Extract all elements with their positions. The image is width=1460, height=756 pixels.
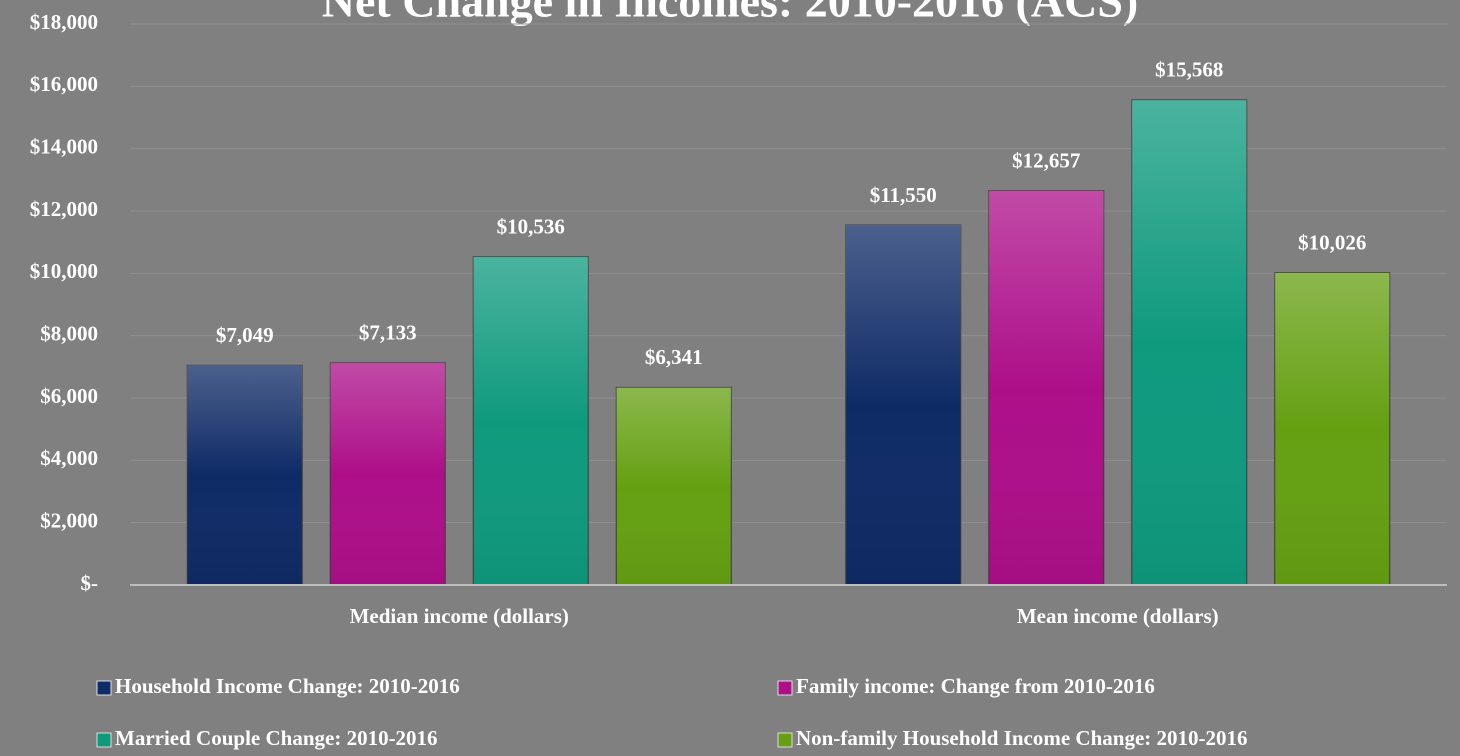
bar-shine <box>473 256 589 585</box>
y-tick-label: $16,000 <box>30 72 98 96</box>
data-label: $7,133 <box>359 321 417 345</box>
y-tick-label: $18,000 <box>30 10 98 34</box>
x-tick-label: Mean income (dollars) <box>1017 604 1219 628</box>
bar-shine <box>845 225 961 585</box>
bar-shine <box>1274 272 1390 585</box>
bar-shine <box>330 362 446 585</box>
data-label: $6,341 <box>645 345 703 369</box>
y-tick-label: $8,000 <box>40 321 98 345</box>
data-label: $10,536 <box>497 214 565 238</box>
y-tick-label: $6,000 <box>40 384 98 408</box>
y-tick-label: $- <box>81 571 99 595</box>
legend-swatch <box>96 732 112 748</box>
legend-label: Household Income Change: 2010-2016 <box>115 674 460 698</box>
y-tick-label: $14,000 <box>30 134 98 158</box>
legend-label: Family income: Change from 2010-2016 <box>796 674 1155 698</box>
data-label: $7,049 <box>216 323 274 347</box>
chart-title: Net Change in Incomes: 2010-2016 (ACS) <box>322 0 1138 27</box>
bar-shine <box>187 365 303 585</box>
data-label: $11,550 <box>870 183 937 207</box>
x-tick-label: Median income (dollars) <box>350 604 569 628</box>
legend-label: Non-family Household Income Change: 2010… <box>796 726 1248 750</box>
legend-swatch <box>96 680 112 696</box>
bar-shine <box>1131 99 1247 585</box>
y-tick-label: $4,000 <box>40 446 98 470</box>
legend-swatch <box>777 680 793 696</box>
data-label: $10,026 <box>1298 230 1366 254</box>
legend-label: Married Couple Change: 2010-2016 <box>115 726 438 750</box>
y-tick-label: $12,000 <box>30 197 98 221</box>
data-label: $15,568 <box>1155 58 1223 82</box>
y-tick-label: $10,000 <box>30 259 98 283</box>
data-label: $12,657 <box>1012 148 1080 172</box>
y-tick-label: $2,000 <box>40 508 98 532</box>
legend-swatch <box>777 732 793 748</box>
bar-shine <box>988 190 1104 585</box>
bar-shine <box>616 387 732 585</box>
